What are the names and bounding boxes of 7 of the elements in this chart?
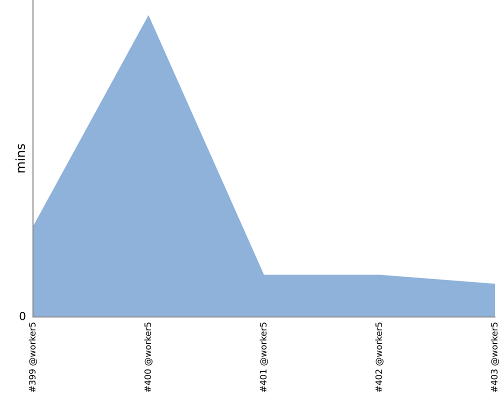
x-tick-label: #403 @worker5 xyxy=(490,322,499,392)
text: 0 xyxy=(20,312,26,320)
x-tick-label: #400 @worker5 xyxy=(144,322,152,392)
x-tick-label: #402 @worker5 xyxy=(375,322,384,392)
x-tick-label: #399 @worker5 xyxy=(28,322,37,392)
y-axis-title: mins xyxy=(15,144,26,172)
x-tick-label: #401 @worker5 xyxy=(260,322,268,392)
